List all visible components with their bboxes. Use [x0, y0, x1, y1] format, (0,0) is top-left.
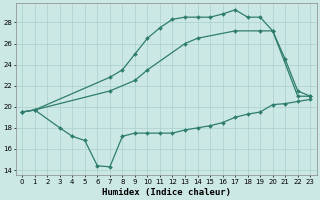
X-axis label: Humidex (Indice chaleur): Humidex (Indice chaleur) — [102, 188, 231, 197]
